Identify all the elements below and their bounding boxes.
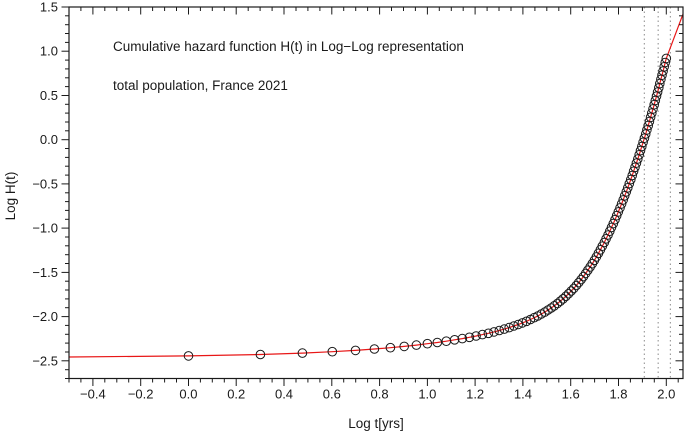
plot-border — [68, 6, 684, 380]
tick-labels: −0.4 −0.2 0.0 0.2 0.4 0.6 0.8 1.0 1.2 1.4 1.6 1.8 2.… — [32, 0, 675, 402]
chart-title: Cumulative hazard function H(t) in Log−L… — [113, 39, 464, 54]
y-axis-label: Log H(t) — [3, 172, 18, 221]
data-point-circle — [583, 265, 593, 276]
plot-frame — [68, 6, 684, 380]
y-tick-label: −2.0 — [32, 309, 58, 324]
y-tick-label: 1.5 — [40, 0, 58, 15]
data-point-circle — [571, 280, 582, 291]
x-tick-label: 1.4 — [514, 387, 532, 402]
x-tick-label: 2.0 — [657, 387, 675, 402]
data-point-circle — [627, 170, 638, 181]
data-point-circle — [633, 154, 643, 164]
data-point-circle — [615, 203, 625, 213]
data-point-circle — [350, 345, 361, 356]
data-point-circle — [471, 331, 481, 341]
data-point-circle — [585, 262, 595, 272]
y-tick-label: −2.5 — [32, 353, 58, 368]
data-point-circle — [449, 335, 460, 345]
data-point-circle — [483, 328, 494, 339]
data-point-circle — [552, 298, 563, 309]
x-tick-label: 1.6 — [562, 387, 580, 402]
x-tick-label: 0.2 — [227, 387, 245, 402]
data-point-circle — [631, 158, 642, 168]
data-point-circle — [432, 337, 443, 348]
data-point-circle — [509, 321, 519, 331]
data-point-circle — [561, 291, 571, 302]
data-point-circle — [411, 340, 422, 350]
data-point-circle — [580, 268, 591, 279]
data-point-circle — [489, 327, 499, 337]
data-point-circle — [255, 349, 266, 360]
axis-ticks — [61, 6, 683, 386]
x-tick-label: −0.2 — [128, 387, 154, 402]
data-point-circle — [661, 53, 672, 64]
data-point-circle — [183, 351, 194, 361]
data-point-circle — [566, 286, 577, 296]
data-point-circle — [297, 348, 308, 358]
data-point-circle — [616, 199, 627, 209]
data-points — [183, 53, 672, 361]
data-point-circle — [504, 322, 515, 333]
data-point-circle — [369, 344, 380, 354]
y-tick-label: 1.0 — [40, 44, 58, 59]
x-tick-label: 1.8 — [609, 387, 627, 402]
guide-lines — [643, 7, 671, 379]
y-tick-label: −0.5 — [32, 176, 58, 191]
data-point-circle — [422, 338, 433, 349]
data-point-circle — [576, 274, 586, 285]
data-point-circle — [513, 319, 524, 330]
data-point-circle — [517, 318, 528, 328]
data-point-circle — [578, 271, 589, 282]
data-point-circle — [477, 329, 488, 340]
data-point-circle — [555, 296, 566, 307]
chart-subtitle: total population, France 2021 — [113, 78, 288, 93]
data-point-circle — [618, 195, 629, 205]
data-point-circle — [630, 162, 640, 173]
data-point-circle — [563, 288, 574, 299]
data-point-circle — [642, 125, 652, 135]
data-point-circle — [626, 174, 636, 185]
y-tick-label: 0.0 — [40, 132, 58, 147]
data-point-circle — [573, 277, 584, 288]
x-tick-label: 0.6 — [323, 387, 341, 402]
data-point-circle — [569, 283, 579, 294]
data-point-circle — [546, 303, 557, 313]
data-point-circle — [619, 191, 630, 201]
data-point-circle — [621, 187, 632, 197]
x-axis-label: Log t[yrs] — [348, 416, 404, 431]
data-point-circle — [628, 166, 639, 177]
y-tick-label: −1.0 — [32, 221, 58, 236]
data-point-circle — [660, 57, 671, 68]
fit-line-path — [68, 13, 684, 358]
data-point-circle — [457, 333, 468, 344]
data-point-circle — [623, 183, 633, 193]
data-point-circle — [640, 129, 651, 139]
x-tick-label: 1.2 — [466, 387, 484, 402]
data-point-circle — [385, 342, 396, 353]
x-tick-label: 0.4 — [275, 387, 293, 402]
data-point-circle — [494, 325, 505, 336]
x-tick-label: 0.0 — [179, 387, 197, 402]
data-point-circle — [558, 294, 568, 304]
fit-line — [68, 13, 684, 358]
data-point-circle — [549, 301, 560, 311]
data-point-circle — [464, 332, 475, 343]
data-point-circle — [499, 324, 510, 334]
x-tick-label: −0.4 — [80, 387, 106, 402]
y-tick-label: 0.5 — [40, 88, 58, 103]
data-point-circle — [399, 341, 410, 352]
y-tick-label: −1.5 — [32, 265, 58, 280]
x-tick-label: 0.8 — [371, 387, 389, 402]
x-tick-label: 1.0 — [418, 387, 436, 402]
data-point-circle — [327, 346, 338, 357]
